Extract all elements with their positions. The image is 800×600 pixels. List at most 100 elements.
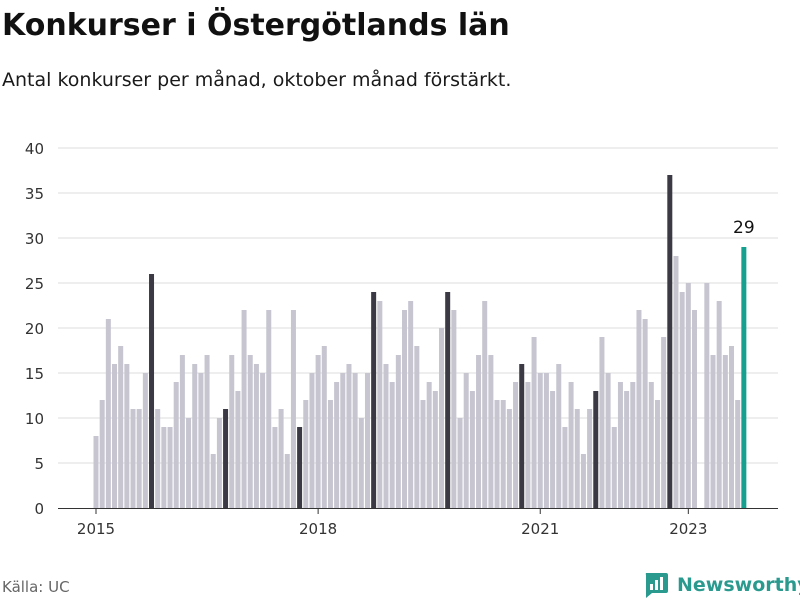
bar (173, 382, 179, 508)
bar (321, 346, 327, 508)
bar (519, 364, 525, 508)
bar (395, 355, 401, 508)
bar (704, 283, 710, 508)
bar (216, 418, 222, 508)
bar (445, 292, 451, 508)
bar (142, 373, 148, 508)
bar (253, 364, 259, 508)
bar (617, 382, 623, 508)
bar (580, 454, 586, 508)
bar (488, 355, 494, 508)
bar (543, 373, 549, 508)
bar (568, 382, 574, 508)
bar (112, 364, 118, 508)
bar (309, 373, 315, 508)
bar (346, 364, 352, 508)
bar (685, 283, 691, 508)
bar (679, 292, 685, 508)
x-tick-label: 2023 (669, 520, 707, 538)
x-tick-label: 2018 (299, 520, 337, 538)
bar (130, 409, 136, 508)
bar (426, 382, 432, 508)
bar (149, 274, 155, 508)
y-tick-label: 10 (25, 410, 44, 428)
bar (642, 319, 648, 508)
x-tick-label: 2021 (521, 520, 559, 538)
bar (198, 373, 204, 508)
bar (210, 454, 216, 508)
bar (315, 355, 321, 508)
bar (439, 328, 445, 508)
bar (186, 418, 192, 508)
bar (383, 364, 389, 508)
y-tick-label: 25 (25, 275, 44, 293)
bar (408, 301, 414, 508)
bar (593, 391, 599, 508)
y-tick-label: 20 (25, 320, 44, 338)
bar (260, 373, 266, 508)
bar (550, 391, 556, 508)
bar (303, 400, 309, 508)
bar (105, 319, 111, 508)
bar (482, 301, 488, 508)
bar (513, 382, 519, 508)
chart-title: Konkurser i Östergötlands län (2, 8, 510, 43)
bar (352, 373, 358, 508)
brand-name: Newsworthy (677, 574, 800, 596)
chart-subtitle: Antal konkurser per månad, oktober månad… (2, 69, 512, 91)
bar (611, 427, 617, 508)
bar (161, 427, 167, 508)
bar (155, 409, 161, 508)
bar (599, 337, 605, 508)
bar (741, 247, 747, 508)
bar (506, 409, 512, 508)
bar (340, 373, 346, 508)
bar (729, 346, 735, 508)
bar (229, 355, 235, 508)
bar (136, 409, 142, 508)
bar (247, 355, 253, 508)
bar (118, 346, 124, 508)
bar (716, 301, 722, 508)
bar (457, 418, 463, 508)
bar (371, 292, 377, 508)
bar (562, 427, 568, 508)
y-tick-label: 0 (34, 500, 44, 518)
bar (377, 301, 383, 508)
bar (420, 400, 426, 508)
brand-logo: Newsworthy (643, 570, 800, 600)
y-tick-label: 5 (34, 455, 44, 473)
bar (469, 391, 475, 508)
bar (93, 436, 99, 508)
bar (667, 175, 673, 508)
newsworthy-logo-icon (645, 573, 668, 598)
bar (297, 427, 303, 508)
bar (99, 400, 105, 508)
bar (402, 310, 407, 508)
bar (364, 373, 370, 508)
bar (636, 310, 642, 508)
bar (327, 400, 333, 508)
bar (624, 391, 630, 508)
bar (266, 310, 272, 508)
bar (735, 400, 741, 508)
bar (500, 400, 506, 508)
y-tick-label: 30 (25, 230, 44, 248)
bar (290, 310, 296, 508)
bar (414, 346, 420, 508)
bar (284, 454, 290, 508)
bar (587, 409, 593, 508)
bar (272, 427, 278, 508)
bar (673, 256, 679, 508)
bar (476, 355, 482, 508)
bar (192, 364, 198, 508)
bar (334, 382, 340, 508)
bar (235, 391, 241, 508)
bar (722, 355, 728, 508)
bar (661, 337, 667, 508)
bar (537, 373, 543, 508)
bar (451, 310, 457, 508)
bar (556, 364, 562, 508)
bar (710, 355, 716, 508)
